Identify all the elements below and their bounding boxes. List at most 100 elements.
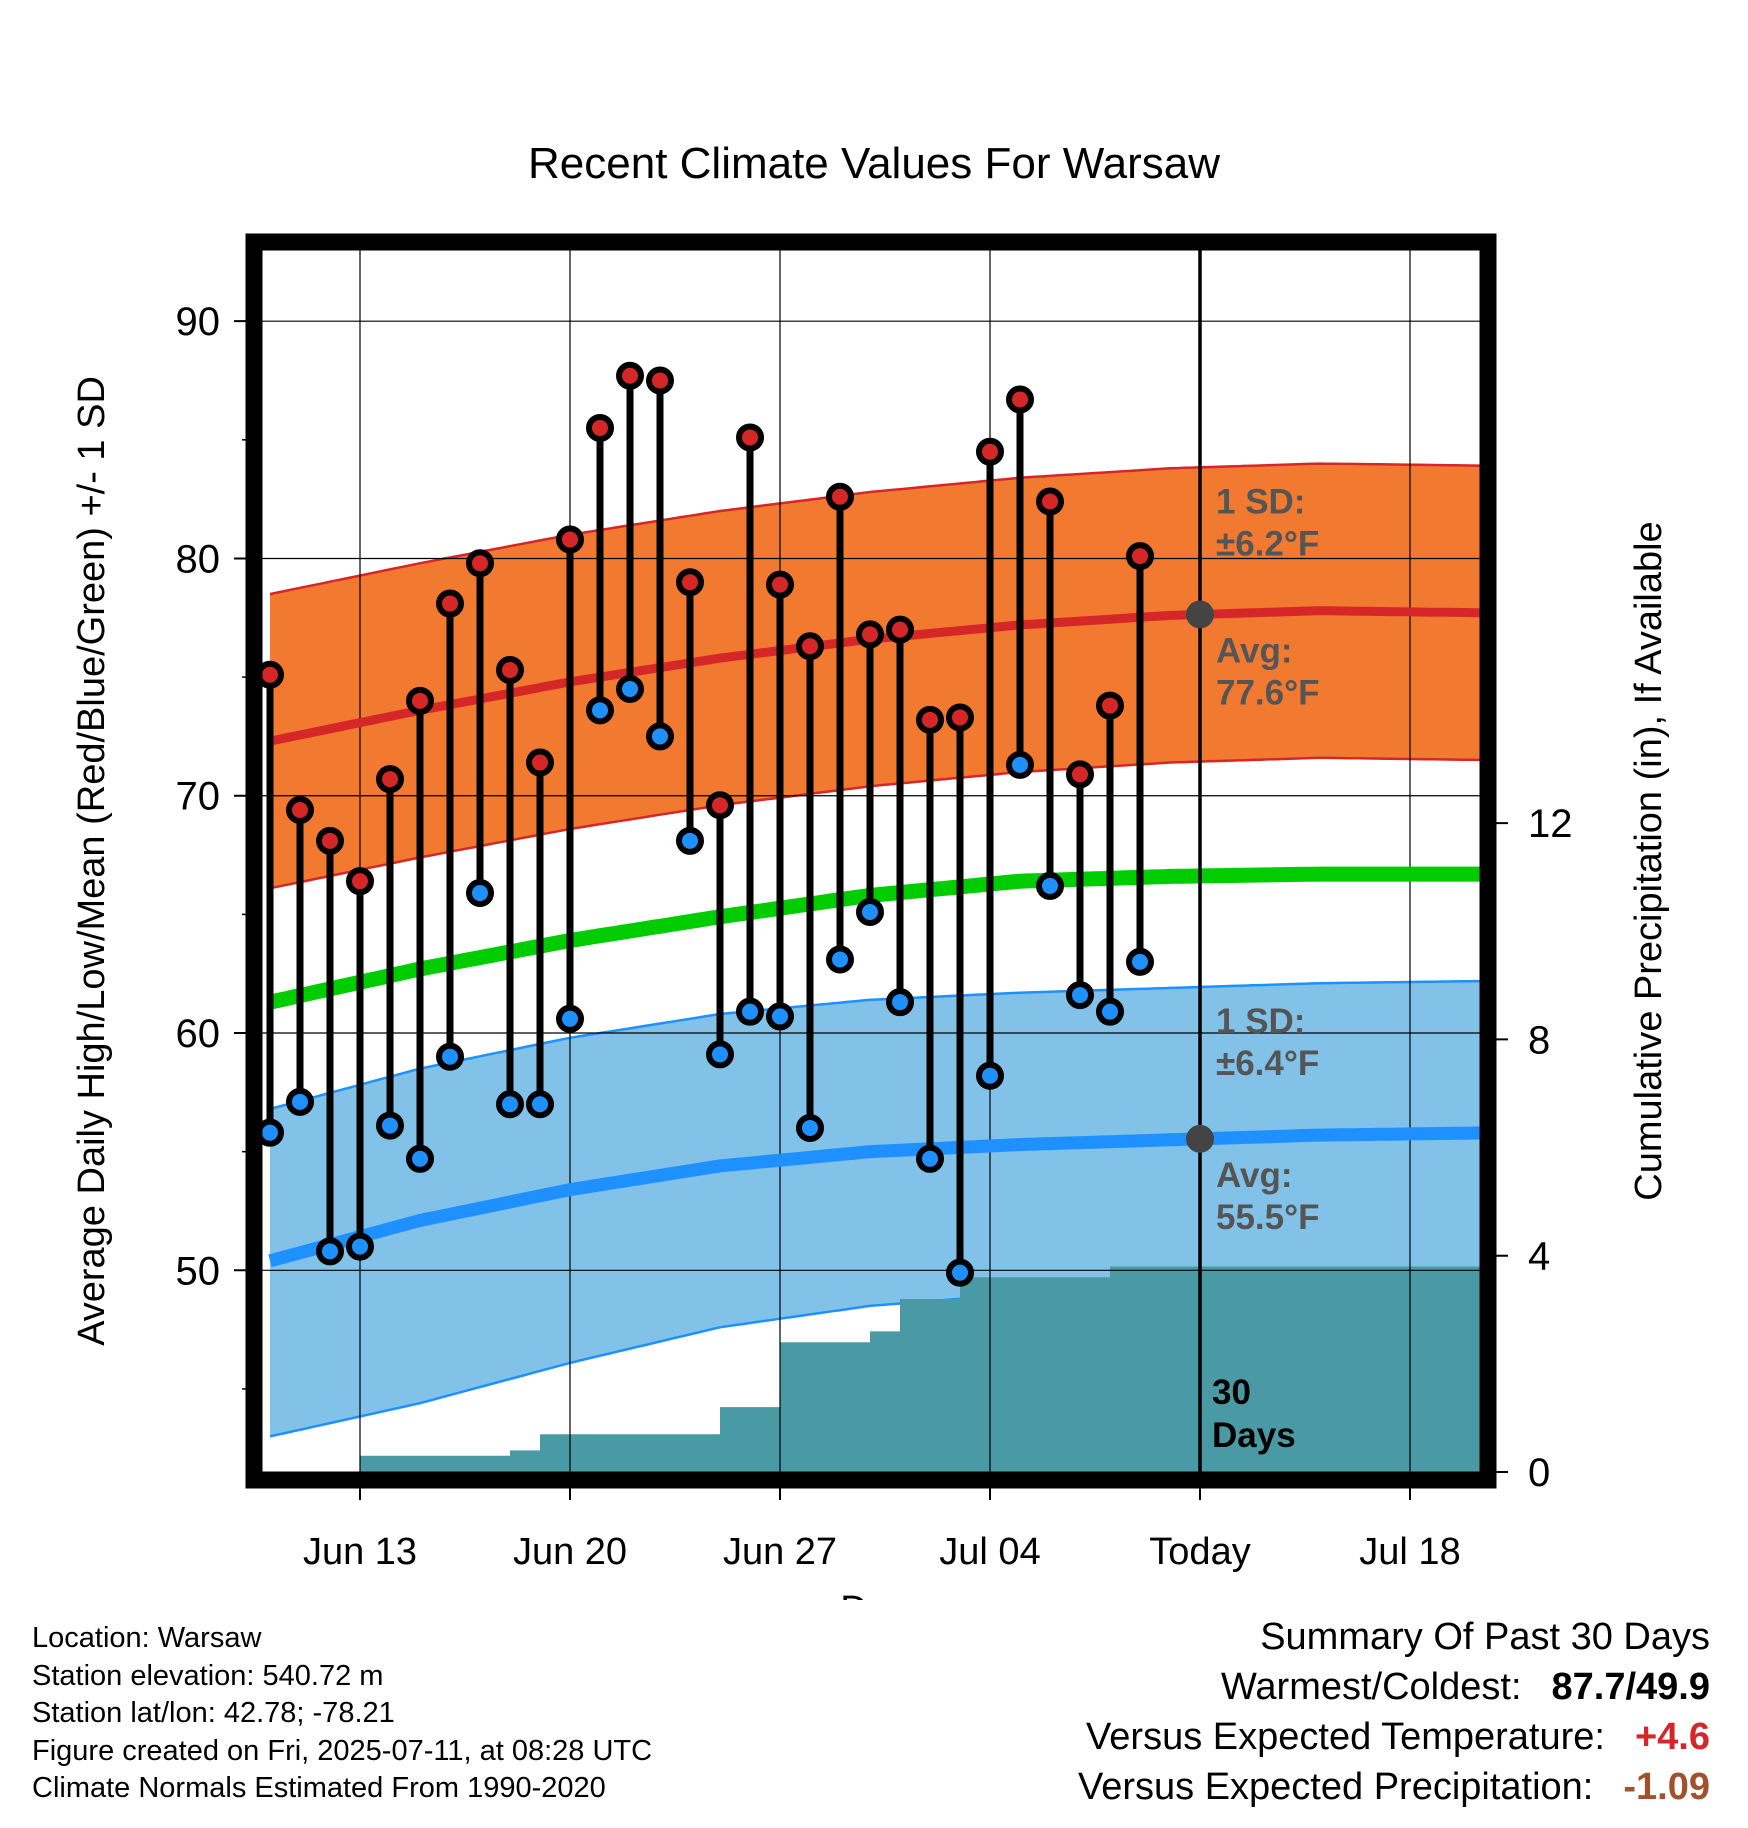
low-temp-point bbox=[586, 696, 614, 725]
plot-frame bbox=[245, 233, 1497, 1489]
warmest-coldest-label: Warmest/Coldest: bbox=[1220, 1666, 1522, 1708]
high-temp-point bbox=[646, 366, 674, 395]
x-tick-label: Jun 13 bbox=[303, 1531, 417, 1573]
low-temp-point bbox=[736, 997, 764, 1026]
high-temp-point bbox=[286, 795, 314, 824]
high-temp-point bbox=[856, 620, 884, 649]
high-temp-point bbox=[466, 549, 494, 578]
y2-axis-label: Cumulative Precipitation (in), If Availa… bbox=[1628, 521, 1670, 1200]
low-temp-point bbox=[886, 988, 914, 1017]
low-temp-point bbox=[796, 1113, 824, 1142]
low-temp-point bbox=[766, 1002, 794, 1031]
x-axis-label: Day bbox=[840, 1589, 908, 1600]
high-temp-point bbox=[916, 705, 944, 734]
low-temp-point bbox=[1096, 997, 1124, 1026]
y-axis-label: Average Daily High/Low/Mean (Red/Blue/Gr… bbox=[71, 376, 113, 1346]
y-tick-label: 70 bbox=[176, 775, 221, 819]
low-temp-point bbox=[346, 1232, 374, 1261]
high-temp-point bbox=[262, 660, 284, 689]
low-temp-point bbox=[556, 1004, 584, 1033]
temp-anomaly-label: Versus Expected Temperature: bbox=[1086, 1716, 1605, 1758]
high-temp-point bbox=[436, 589, 464, 618]
x-tick-label: Jul 04 bbox=[939, 1531, 1040, 1573]
temp-anomaly-value: +4.6 bbox=[1634, 1716, 1710, 1758]
low-temp-point bbox=[286, 1087, 314, 1116]
precip-anomaly-label: Versus Expected Precipitation: bbox=[1077, 1766, 1594, 1808]
low-temp-point bbox=[1066, 981, 1094, 1010]
low-sd-annotation-line2: ±6.4°F bbox=[1216, 1044, 1319, 1083]
latlon-text: Station lat/lon: 42.78; -78.21 bbox=[32, 1697, 395, 1729]
high-temp-point bbox=[796, 632, 824, 661]
low-temp-point bbox=[526, 1090, 554, 1119]
high-temp-point bbox=[1036, 487, 1064, 516]
low-temp-point bbox=[466, 879, 494, 908]
low-temp-point bbox=[946, 1258, 974, 1287]
warmest-coldest-row: Warmest/Coldest: 87.7/49.9 bbox=[1078, 1662, 1710, 1712]
high-sd-lower-line bbox=[269, 756, 1480, 890]
high-temp-point bbox=[586, 413, 614, 442]
low-temp-point bbox=[676, 826, 704, 855]
y2-tick-label: 0 bbox=[1528, 1451, 1550, 1495]
normals-text: Climate Normals Estimated From 1990-2020 bbox=[32, 1772, 606, 1804]
high-temp-point bbox=[706, 791, 734, 820]
high-temp-point bbox=[1096, 691, 1124, 720]
high-sd-annotation-line1: 1 SD: bbox=[1216, 482, 1305, 521]
elevation-text: Station elevation: 540.72 m bbox=[32, 1659, 384, 1692]
high-temp-point bbox=[616, 361, 644, 390]
y2-tick-label: 12 bbox=[1528, 802, 1573, 846]
y-tick-label: 50 bbox=[176, 1249, 221, 1293]
low-temp-point bbox=[856, 898, 884, 927]
low-temp-point bbox=[496, 1090, 524, 1119]
low-avg-annotation-line1: Avg: bbox=[1216, 1156, 1292, 1195]
high-temp-point bbox=[766, 570, 794, 599]
low-temp-point bbox=[616, 674, 644, 703]
chart-title: Recent Climate Values For Warsaw bbox=[528, 139, 1220, 188]
y-tick-label: 80 bbox=[176, 537, 221, 581]
low-sd-annotation-line1: 1 SD: bbox=[1216, 1002, 1305, 1041]
today-low-avg-marker bbox=[1186, 1124, 1214, 1153]
x-tick-label: Jun 27 bbox=[723, 1531, 837, 1573]
low-temp-point bbox=[826, 945, 854, 974]
summary-title: Summary Of Past 30 Days bbox=[1260, 1616, 1710, 1658]
low-sd-band bbox=[270, 981, 1480, 1437]
x-tick-label: Today bbox=[1149, 1531, 1250, 1573]
high-avg-line bbox=[269, 606, 1480, 746]
created-text: Figure created on Fri, 2025-07-11, at 08… bbox=[32, 1734, 653, 1767]
mean-avg-line bbox=[268, 866, 1480, 1010]
y-tick-label: 90 bbox=[176, 300, 221, 344]
y2-tick-label: 4 bbox=[1528, 1235, 1550, 1279]
low-temp-point bbox=[646, 722, 674, 751]
high-temp-point bbox=[556, 525, 584, 554]
low-temp-point bbox=[376, 1111, 404, 1140]
y2-tick-label: 8 bbox=[1528, 1018, 1550, 1062]
high-temp-point bbox=[406, 686, 434, 715]
high-temp-point bbox=[736, 423, 764, 452]
low-temp-point bbox=[406, 1144, 434, 1173]
high-temp-point bbox=[676, 568, 704, 597]
high-temp-point bbox=[1066, 760, 1094, 789]
low-temp-point bbox=[262, 1118, 284, 1147]
high-temp-point bbox=[526, 748, 554, 777]
low-temp-point bbox=[916, 1144, 944, 1173]
low-temp-point bbox=[1036, 871, 1064, 900]
high-temp-point bbox=[346, 867, 374, 896]
summary-panel: Summary Of Past 30 Days Warmest/Coldest:… bbox=[1078, 1612, 1710, 1812]
days-label-line1: 30 bbox=[1212, 1373, 1251, 1412]
low-temp-point bbox=[976, 1061, 1004, 1090]
low-temp-point bbox=[1006, 750, 1034, 779]
station-info: Location: Warsaw Station elevation: 540.… bbox=[32, 1620, 652, 1808]
high-avg-annotation-line2: 77.6°F bbox=[1216, 673, 1320, 712]
warmest-coldest-value: 87.7/49.9 bbox=[1551, 1666, 1710, 1708]
high-temp-point bbox=[886, 615, 914, 644]
high-temp-point bbox=[1006, 385, 1034, 414]
low-sd-upper-line bbox=[269, 979, 1480, 1111]
precip-anomaly-row: Versus Expected Precipitation: -1.09 bbox=[1078, 1762, 1710, 1812]
low-temp-point bbox=[436, 1042, 464, 1071]
days-label-line2: Days bbox=[1212, 1416, 1296, 1455]
high-temp-point bbox=[976, 437, 1004, 466]
low-temp-point bbox=[1126, 947, 1154, 976]
high-temp-point bbox=[496, 655, 524, 684]
high-avg-annotation-line1: Avg: bbox=[1216, 631, 1292, 670]
today-high-avg-marker bbox=[1186, 600, 1214, 629]
